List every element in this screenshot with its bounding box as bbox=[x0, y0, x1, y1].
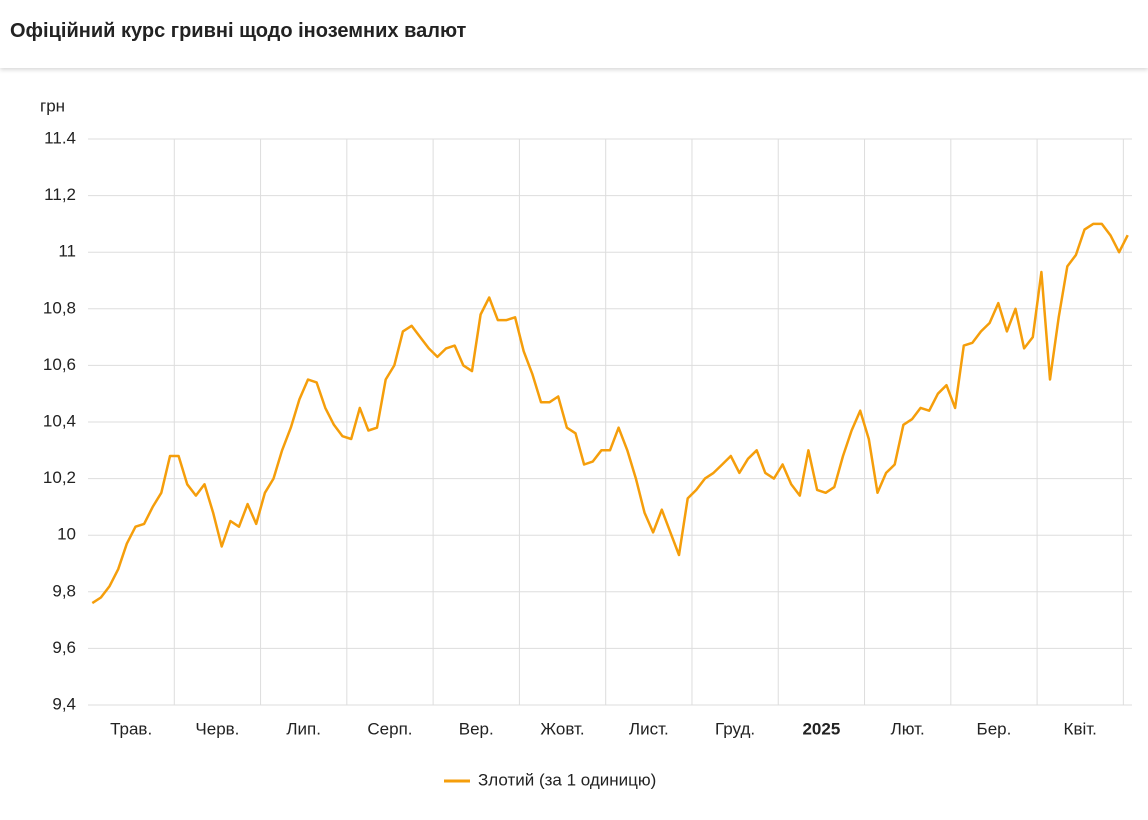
y-tick-label: 9,8 bbox=[52, 581, 76, 600]
x-tick-label: Жовт. bbox=[540, 719, 584, 738]
x-tick-label: Лист. bbox=[629, 719, 669, 738]
x-tick-label: Серп. bbox=[367, 719, 412, 738]
y-axis-label: грн bbox=[40, 96, 65, 115]
x-tick-label: Квіт. bbox=[1064, 719, 1097, 738]
x-tick-label: 2025 bbox=[802, 719, 840, 738]
y-tick-label: 11,2 bbox=[44, 185, 76, 204]
y-tick-label: 10,6 bbox=[43, 355, 76, 374]
x-tick-label: Бер. bbox=[977, 719, 1012, 738]
x-tick-label: Груд. bbox=[715, 719, 755, 738]
y-tick-label: 10,2 bbox=[43, 468, 76, 487]
y-tick-label: 9,6 bbox=[52, 638, 76, 657]
header: Офіційний курс гривні щодо іноземних вал… bbox=[0, 0, 1148, 68]
y-tick-label: 11.4 bbox=[44, 128, 76, 147]
y-tick-label: 11 bbox=[58, 242, 76, 261]
legend-label: Злотий (за 1 одиницю) bbox=[478, 770, 656, 789]
y-tick-label: 9,4 bbox=[52, 694, 76, 713]
y-tick-label: 10 bbox=[57, 525, 76, 544]
y-tick-label: 10,4 bbox=[43, 411, 76, 430]
x-tick-label: Черв. bbox=[195, 719, 239, 738]
x-tick-label: Лют. bbox=[891, 719, 925, 738]
chart-title: Офіційний курс гривні щодо іноземних вал… bbox=[10, 20, 467, 42]
y-tick-label: 10,8 bbox=[43, 298, 76, 317]
x-tick-label: Трав. bbox=[110, 719, 152, 738]
x-tick-label: Вер. bbox=[459, 719, 494, 738]
x-tick-label: Лип. bbox=[286, 719, 321, 738]
series-line bbox=[91, 222, 1129, 605]
